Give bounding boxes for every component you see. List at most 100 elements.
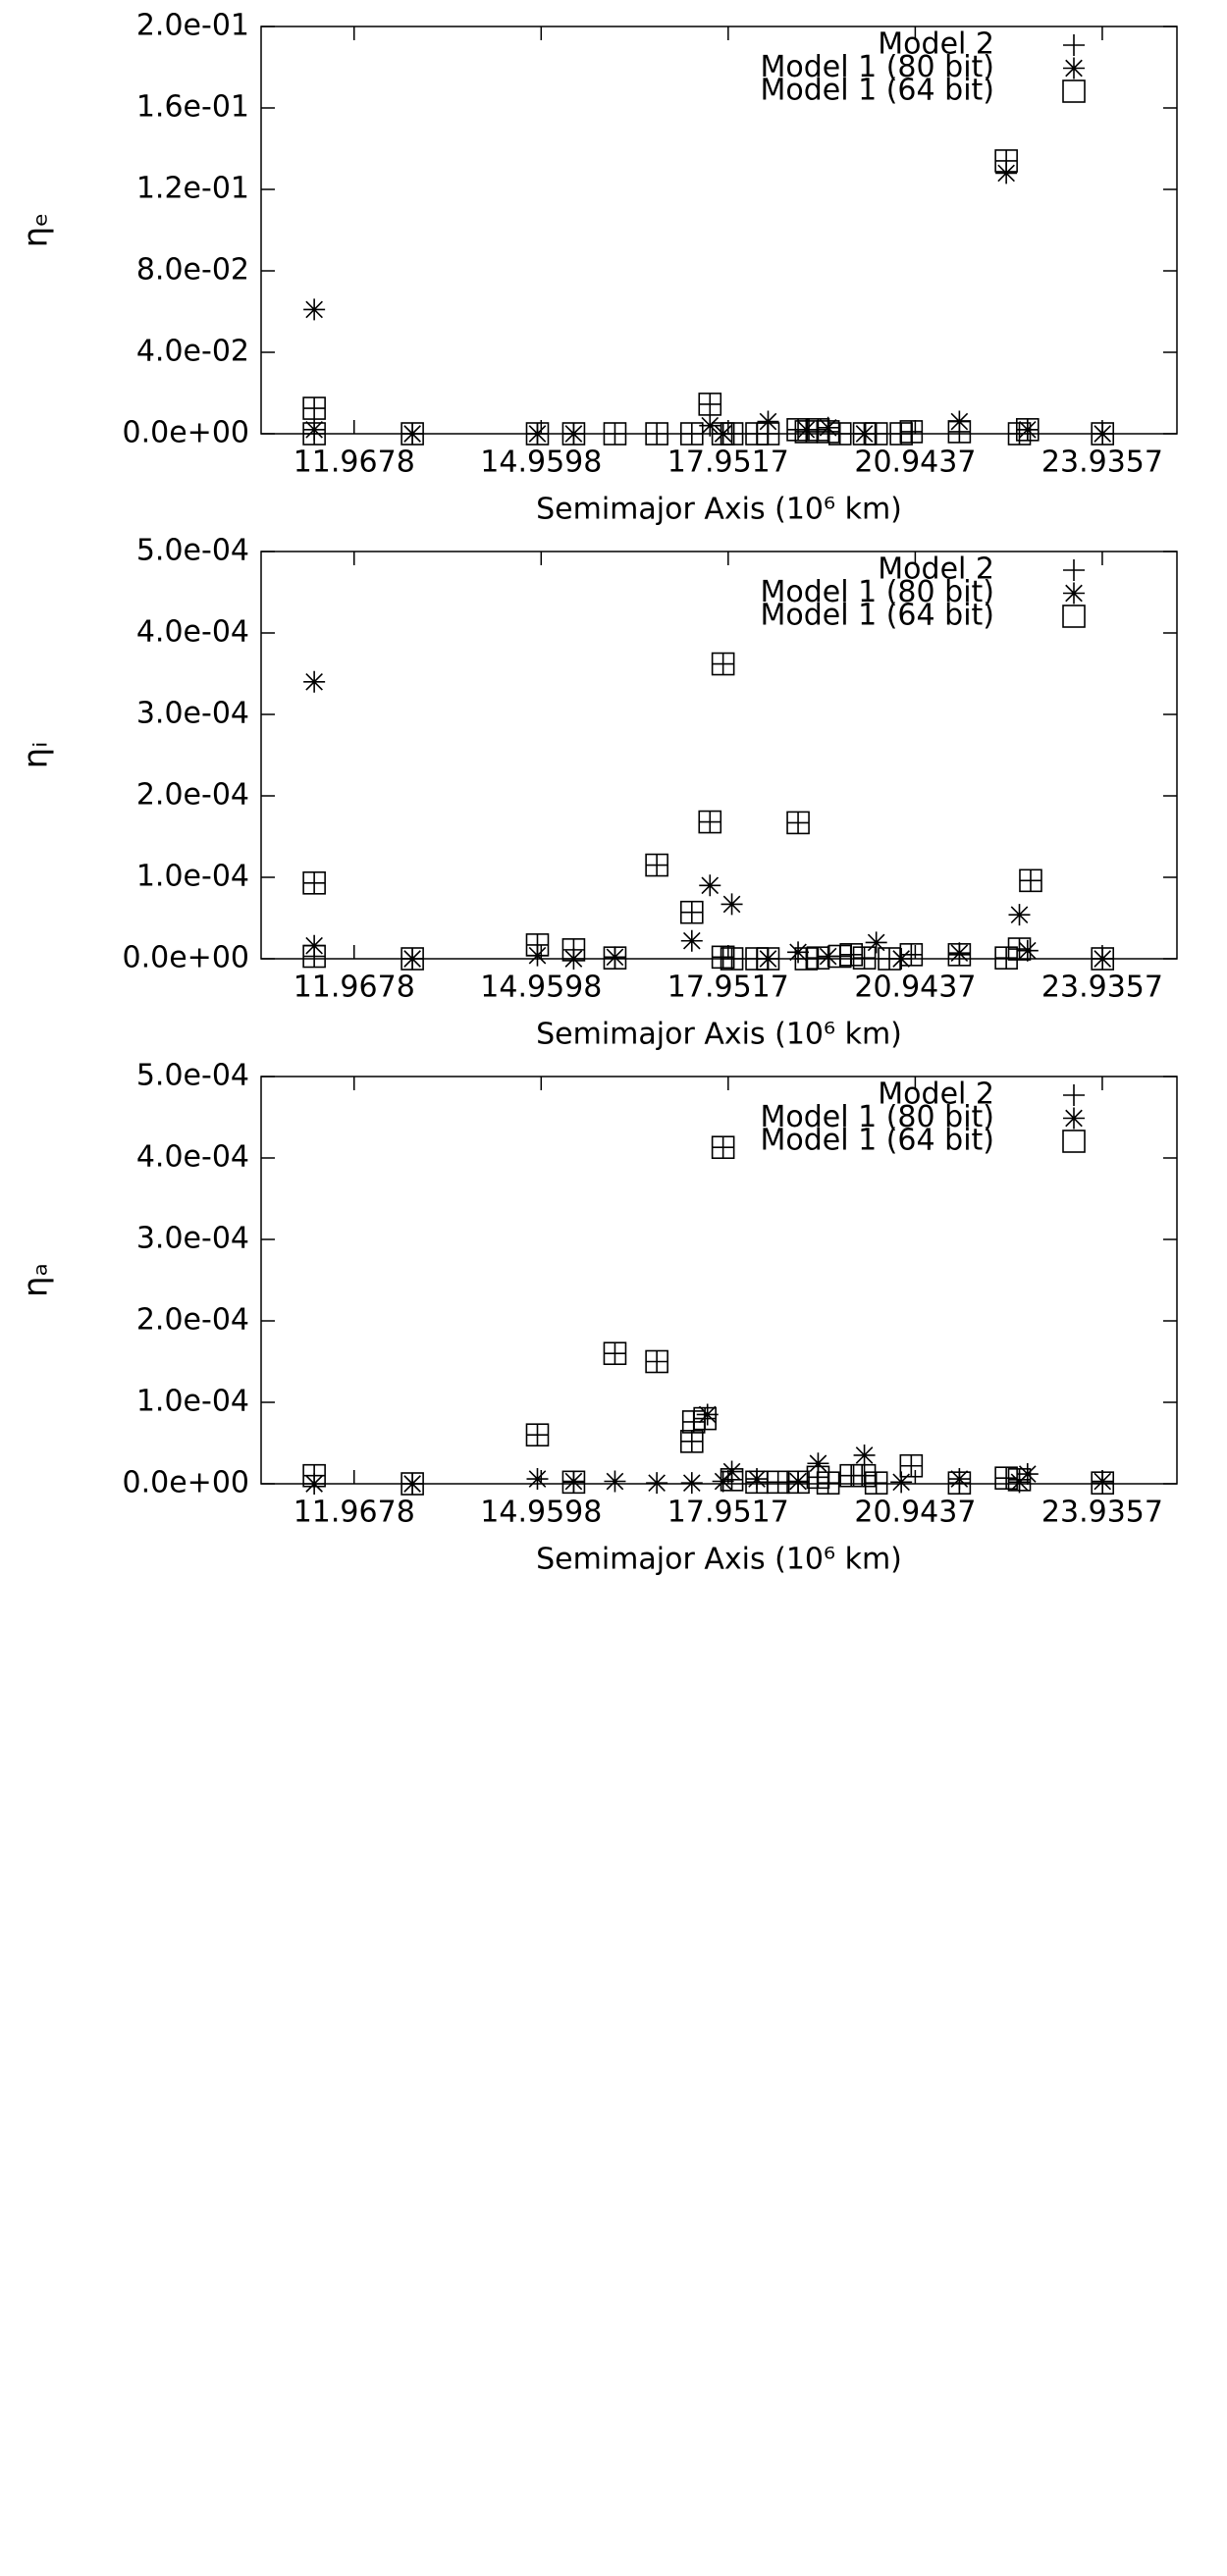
y-tick-label: 0.0e+00: [123, 941, 249, 975]
marker-square: [816, 1471, 840, 1495]
plot-frame: [260, 551, 1178, 960]
marker-asterisk: [1016, 418, 1039, 441]
marker-asterisk: [1016, 939, 1039, 962]
y-axis-label: ηₐ: [17, 1263, 56, 1297]
marker-asterisk: [680, 1472, 703, 1495]
marker-plus: [680, 1430, 703, 1452]
marker-asterisk: [303, 670, 326, 693]
x-tick-label: 23.9357: [1041, 971, 1163, 1005]
marker-asterisk: [303, 1473, 326, 1495]
marker-square: [693, 1406, 717, 1431]
x-tick-label: 17.9517: [667, 1496, 789, 1530]
y-tick-label: 1.0e-04: [136, 1385, 249, 1419]
marker-square: [561, 422, 586, 446]
marker-asterisk: [1063, 1107, 1085, 1130]
marker-square: [786, 1470, 810, 1495]
legend-label: Model 1 (80 bit): [761, 1100, 995, 1134]
marker-square: [525, 933, 550, 957]
marker-square: [525, 422, 550, 446]
marker-square: [400, 1472, 424, 1496]
marker-plus: [303, 871, 326, 894]
marker-asterisk: [696, 1403, 719, 1426]
marker-plus: [900, 420, 923, 443]
legend-label: Model 1 (64 bit): [761, 74, 995, 108]
marker-plus: [1063, 34, 1085, 56]
marker-square: [1007, 1468, 1032, 1492]
panel: 0.0e+00 4.0e-02 8.0e-02 1.2e-01 1.6e-01 2.0e-…: [17, 9, 1178, 527]
marker-asterisk: [1063, 57, 1085, 79]
marker-square: [711, 945, 735, 970]
marker-asterisk: [757, 410, 779, 433]
marker-plus: [1063, 1084, 1085, 1106]
marker-square: [852, 1463, 877, 1488]
marker-square: [1007, 937, 1032, 961]
marker-square: [302, 944, 326, 969]
marker-square: [720, 947, 744, 971]
marker-square: [806, 1465, 830, 1490]
legend-label: Model 2: [878, 1078, 994, 1112]
marker-asterisk: [604, 946, 626, 969]
marker-asterisk: [720, 1460, 743, 1483]
marker-square: [852, 422, 877, 446]
marker-plus: [680, 423, 703, 445]
x-tick-label: 11.9678: [293, 446, 415, 480]
y-tick-label: 3.0e-04: [136, 1222, 249, 1256]
y-tick-label: 8.0e-02: [136, 253, 249, 288]
x-tick-label: 11.9678: [293, 971, 415, 1005]
marker-square: [899, 420, 924, 444]
marker-asterisk: [795, 418, 818, 441]
marker-square: [561, 938, 586, 962]
panel: 0.0e+00 1.0e-04 2.0e-04 3.0e-04 4.0e-04 5.0e-…: [17, 534, 1178, 1052]
marker-square: [899, 1453, 924, 1478]
marker-square: [711, 1135, 735, 1160]
x-tick-label: 14.9598: [480, 446, 602, 480]
marker-square: [603, 946, 627, 970]
y-tick-label: 3.0e-04: [136, 697, 249, 731]
marker-asterisk: [787, 941, 810, 964]
y-axis-label: ηₑ: [17, 213, 56, 248]
y-tick-label: 0.0e+00: [123, 416, 249, 450]
x-tick-label: 17.9517: [667, 971, 789, 1005]
marker-plus: [1019, 869, 1041, 892]
y-tick-label: 4.0e-04: [136, 1140, 249, 1175]
marker-plus: [604, 1342, 626, 1365]
marker-asterisk: [562, 948, 585, 970]
marker-plus: [680, 901, 703, 923]
y-tick-label: 1.0e-04: [136, 860, 249, 894]
marker-square: [786, 811, 810, 835]
y-tick-label: 4.0e-04: [136, 615, 249, 650]
marker-asterisk: [890, 1471, 913, 1494]
marker-square: [698, 393, 722, 416]
marker-plus: [712, 946, 734, 969]
x-tick-label: 20.9437: [854, 1496, 976, 1530]
legend-label: Model 2: [878, 27, 994, 62]
marker-square: [1091, 947, 1115, 971]
marker-square: [720, 1468, 744, 1492]
marker-square: [645, 853, 668, 877]
marker-square: [711, 652, 735, 676]
marker-square: [816, 420, 840, 444]
marker-plus: [807, 947, 829, 970]
marker-square: [994, 149, 1018, 173]
y-tick-label: 0.0e+00: [123, 1466, 249, 1500]
x-tick-label: 23.9357: [1041, 446, 1163, 480]
marker-asterisk: [746, 1468, 769, 1491]
y-tick-label: 4.0e-02: [136, 335, 249, 369]
marker-square: [1062, 79, 1086, 103]
y-tick-label: 5.0e-04: [136, 1059, 249, 1093]
x-tick-label: 23.9357: [1041, 1496, 1163, 1530]
marker-asterisk: [699, 414, 721, 437]
marker-square: [794, 947, 819, 971]
marker-square: [679, 422, 704, 446]
marker-square: [947, 420, 972, 444]
marker-asterisk: [712, 1470, 734, 1493]
marker-square: [698, 810, 722, 834]
marker-square: [1091, 1471, 1115, 1495]
marker-square: [1007, 422, 1032, 446]
marker-square: [994, 946, 1018, 970]
marker-plus: [699, 811, 721, 833]
marker-asterisk: [817, 416, 839, 439]
legend-label: Model 1 (64 bit): [761, 1124, 995, 1158]
marker-asterisk: [604, 1470, 626, 1493]
